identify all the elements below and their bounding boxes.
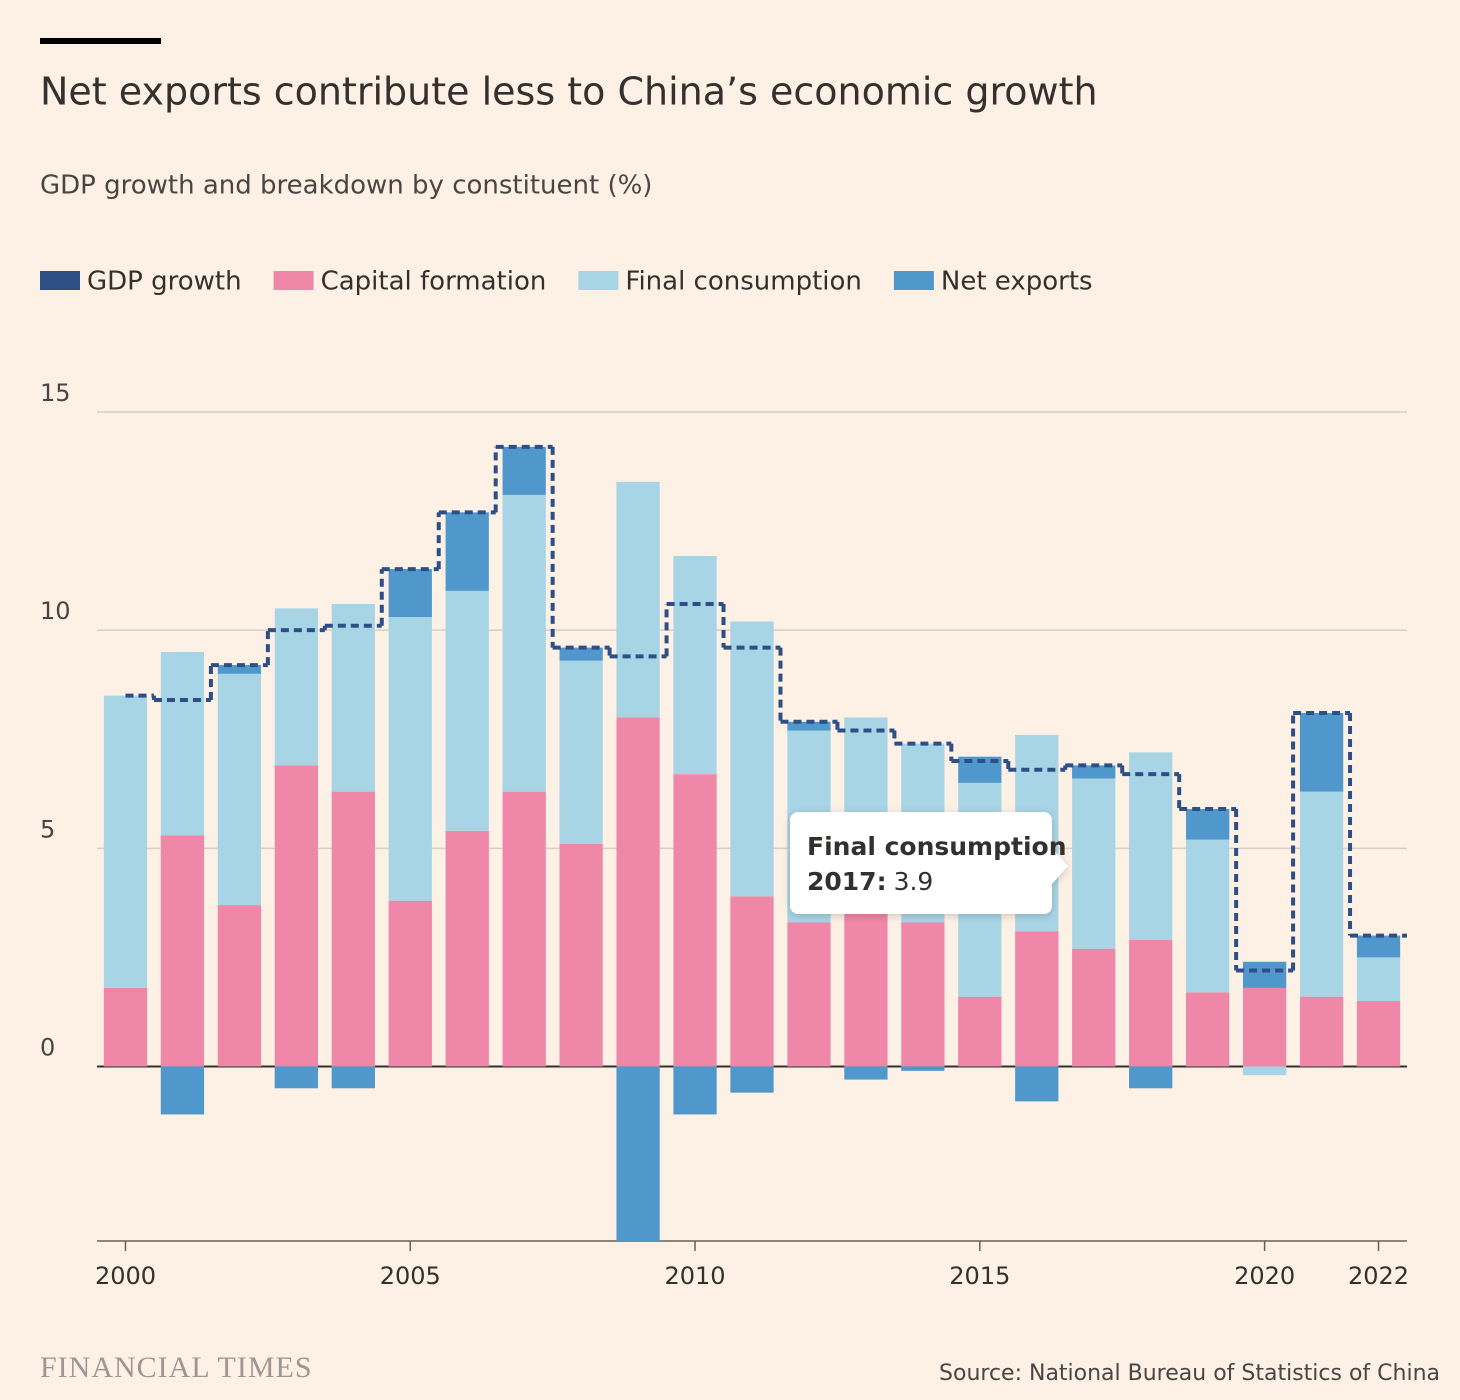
bar-segment xyxy=(274,765,318,1067)
bar-segment xyxy=(673,555,717,775)
x-tick-label: 2020 xyxy=(1234,1262,1295,1290)
tooltip-category: 2017: xyxy=(807,867,887,896)
bar-segment xyxy=(331,791,375,1067)
bar-segment xyxy=(1242,961,1287,988)
bar-segment xyxy=(217,905,262,1067)
y-tick-label: 5 xyxy=(40,815,55,843)
x-tick-label: 2000 xyxy=(95,1262,156,1290)
bar-segment xyxy=(445,590,489,831)
bar-segment xyxy=(331,603,375,792)
top-rule xyxy=(40,38,161,44)
bar-segment xyxy=(559,647,603,661)
bar-segment xyxy=(787,922,831,1067)
bar-segment xyxy=(730,896,774,1067)
bar-segment xyxy=(901,1066,945,1071)
bar-segment xyxy=(1186,809,1230,840)
tooltip-value: 3.9 xyxy=(894,867,934,896)
y-tick-label: 10 xyxy=(40,597,71,625)
bar-segment xyxy=(1186,992,1230,1067)
bar-segment xyxy=(1072,948,1116,1067)
bar-segment xyxy=(901,922,945,1067)
bar-segment xyxy=(1242,1066,1287,1076)
bar-segment xyxy=(103,987,148,1067)
bar-segment xyxy=(388,569,432,618)
bar-segment xyxy=(1072,765,1116,779)
bar-segment xyxy=(103,695,148,988)
bar-segment xyxy=(1186,839,1230,993)
chart-subtitle: GDP growth and breakdown by constituent … xyxy=(40,171,652,201)
bar-segment xyxy=(445,830,489,1067)
bar-segment xyxy=(673,1066,717,1115)
bar-segment xyxy=(673,774,717,1067)
source: Source: National Bureau of Statistics of… xyxy=(939,1361,1440,1386)
bar-segment xyxy=(388,617,432,901)
bar-segment xyxy=(217,673,262,906)
bar-segment xyxy=(616,481,660,718)
tooltip-box xyxy=(790,812,1068,914)
bar-segment xyxy=(502,446,546,495)
bar-segment xyxy=(445,512,489,591)
bar-segment xyxy=(1015,1066,1059,1102)
x-tick-label: 2015 xyxy=(949,1262,1010,1290)
bar-segment xyxy=(502,494,546,792)
bar-segment xyxy=(730,1066,774,1093)
bar-segment xyxy=(388,900,432,1067)
bar-segment xyxy=(1129,752,1173,940)
legend-swatch xyxy=(40,271,80,290)
bar-segment xyxy=(559,843,603,1067)
bar-segment xyxy=(616,717,660,1067)
bar-segment xyxy=(502,791,546,1067)
bar-segment xyxy=(274,1066,318,1089)
brand: FINANCIAL TIMES xyxy=(40,1351,313,1384)
x-tick-label: 2010 xyxy=(665,1262,726,1290)
bar-segment xyxy=(1299,713,1344,792)
bar-segment xyxy=(958,996,1002,1067)
bar-segment xyxy=(1356,935,1401,958)
legend: GDP growth Capital formation Final consump… xyxy=(40,267,1093,297)
legend-swatch xyxy=(273,271,314,290)
bar-segment xyxy=(1299,996,1344,1067)
bar-segment xyxy=(787,721,831,731)
bar-segment xyxy=(331,1066,375,1089)
bar-segment xyxy=(1356,1001,1401,1067)
bar-segment xyxy=(1356,957,1401,1002)
legend-label: GDP growth xyxy=(87,267,242,297)
bar-segment xyxy=(1129,939,1173,1067)
chart-title: Net exports contribute less to China’s e… xyxy=(40,70,1098,114)
legend-label: Final consumption xyxy=(625,267,862,297)
bar-segment xyxy=(1242,987,1287,1067)
bar-segment xyxy=(616,1066,660,1241)
bar-segment xyxy=(274,608,318,766)
y-tick-label: 0 xyxy=(40,1033,55,1061)
bar-segment xyxy=(1129,1066,1173,1089)
y-tick-label: 15 xyxy=(40,379,71,407)
tooltip: Final consumption 2017: 3.9 xyxy=(790,812,1068,914)
bar-segment xyxy=(559,660,603,844)
x-tick-label: 2022 xyxy=(1348,1262,1409,1290)
bar-segment xyxy=(1299,791,1344,997)
legend-swatch xyxy=(578,271,619,290)
bar-segment xyxy=(1015,931,1059,1067)
bar-segment xyxy=(160,651,205,836)
tooltip-title: Final consumption xyxy=(807,832,1067,861)
x-tick-label: 2005 xyxy=(380,1262,441,1290)
bar-segment xyxy=(730,621,774,897)
legend-label: Capital formation xyxy=(321,267,547,297)
legend-swatch xyxy=(893,271,934,290)
plot: 0 5 10 15 2000 2005 2010 2015 2020 2022 xyxy=(40,379,1409,1290)
bar-segment xyxy=(217,665,262,674)
legend-label: Net exports xyxy=(941,267,1093,297)
bar-segment xyxy=(160,1066,205,1115)
bar-segment xyxy=(844,1066,888,1080)
bar-segment xyxy=(160,835,205,1067)
bar-segment xyxy=(1072,778,1116,949)
